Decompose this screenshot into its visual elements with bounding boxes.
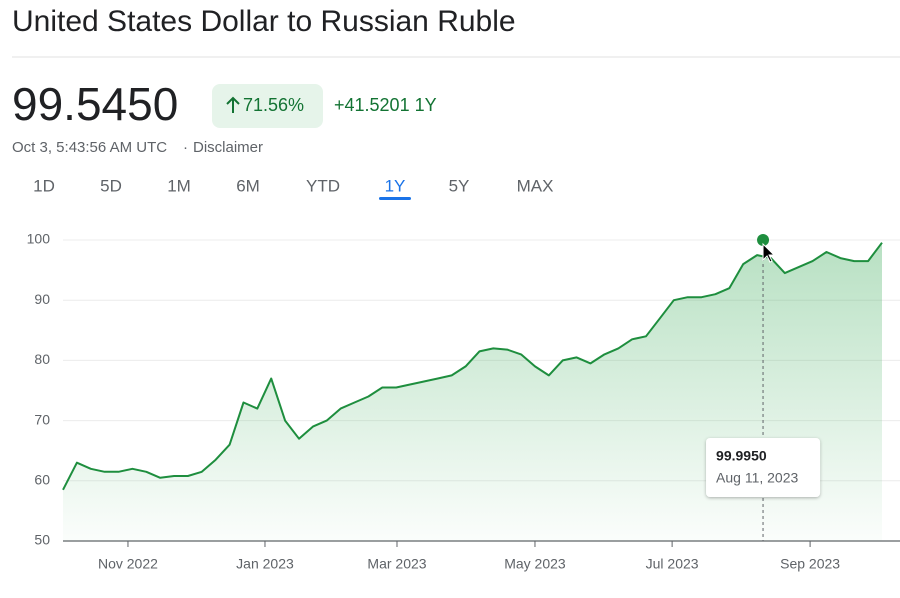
- range-tab[interactable]: 5D: [100, 176, 122, 195]
- change-badge: [212, 84, 323, 128]
- y-tick-label: 50: [34, 532, 50, 548]
- x-tick-label: Mar 2023: [367, 556, 426, 572]
- title: United States Dollar to Russian Ruble: [12, 5, 516, 38]
- change-value: +41.5201 1Y: [334, 95, 437, 115]
- up-arrow-icon: [226, 96, 240, 113]
- range-tab[interactable]: MAX: [517, 176, 554, 195]
- y-tick-label: 90: [34, 291, 50, 307]
- range-tab[interactable]: 1Y: [385, 176, 406, 195]
- range-tab[interactable]: 5Y: [449, 176, 470, 195]
- range-tab[interactable]: 1D: [33, 176, 55, 195]
- timestamp: Oct 3, 5:43:56 AM UTC: [12, 139, 167, 156]
- y-tick-label: 60: [34, 472, 50, 488]
- tooltip-value: 99.9950: [716, 448, 767, 464]
- y-tick-label: 70: [34, 411, 50, 427]
- hover-point: [757, 234, 770, 247]
- y-tick-label: 80: [34, 351, 50, 367]
- tooltip-box: [706, 438, 821, 497]
- mouse-cursor: [762, 242, 776, 263]
- x-tick-label: Nov 2022: [98, 556, 158, 572]
- y-tick-label: 100: [27, 231, 51, 247]
- x-tick-label: Sep 2023: [780, 556, 840, 572]
- price-line: [62, 242, 883, 491]
- area-fill: [63, 242, 882, 541]
- x-tick-label: Jul 2023: [646, 556, 699, 572]
- change-percent: 71.56%: [243, 95, 304, 115]
- price: 99.5450: [12, 78, 178, 130]
- active-tab-underline: [379, 197, 411, 200]
- range-tab[interactable]: 6M: [236, 176, 260, 195]
- x-tick-label: May 2023: [504, 556, 566, 572]
- range-tab[interactable]: 1M: [167, 176, 191, 195]
- separator: ·: [183, 139, 188, 156]
- tooltip-date: Aug 11, 2023: [716, 470, 798, 486]
- x-tick-label: Jan 2023: [236, 556, 294, 572]
- disclaimer-link[interactable]: Disclaimer: [193, 139, 263, 156]
- range-tab[interactable]: YTD: [306, 176, 340, 195]
